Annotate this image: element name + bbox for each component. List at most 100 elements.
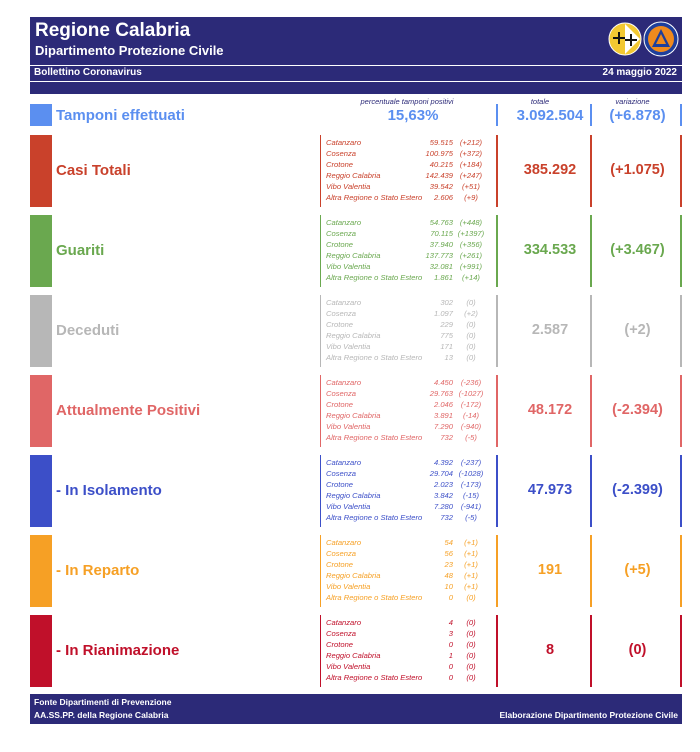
tamponi-divider-3 (680, 104, 682, 126)
province-value: 48 (444, 571, 453, 580)
province-change: (0) (466, 629, 476, 638)
province-value: 1.861 (433, 273, 453, 282)
province-change: (+9) (464, 193, 478, 202)
deceduti-divider-3 (680, 295, 682, 367)
province-name: Cosenza (326, 629, 356, 638)
footer-source-line1: Fonte Dipartimenti di Prevenzione (34, 697, 172, 707)
in-isolamento-divider-2 (590, 455, 592, 527)
province-name: Cosenza (326, 149, 356, 158)
tamponi-color-swatch (30, 104, 52, 126)
guariti-change: (+3.467) (610, 242, 665, 258)
province-name: Cosenza (326, 389, 356, 398)
province-value: 171 (440, 342, 453, 351)
province-name: Crotone (326, 240, 354, 249)
province-value: 10 (444, 582, 453, 591)
in-reparto-divider-0 (320, 535, 321, 607)
guariti-row: Guariti Catanzaro 54.763 (+448) Cosenza 70.11… (30, 215, 682, 287)
attualmente-positivi-total: 48.172 (527, 402, 573, 418)
bulletin-date: 24 maggio 2022 (602, 67, 677, 78)
tamponi-percent: 15,63% (387, 107, 439, 124)
province-value: 13 (444, 353, 453, 362)
in-rianimazione-divider-0 (320, 615, 321, 687)
province-name: Altra Regione o Stato Estero (326, 593, 423, 602)
province-name: Altra Regione o Stato Estero (326, 513, 423, 522)
in-rianimazione-total: 8 (545, 642, 555, 658)
guariti-total: 334.533 (523, 242, 577, 258)
province-name: Altra Regione o Stato Estero (326, 273, 423, 282)
province-name: Catanzaro (326, 458, 362, 467)
department-subtitle: Dipartimento Protezione Civile (35, 43, 224, 58)
province-value: 23 (444, 560, 453, 569)
province-name: Reggio Calabria (326, 491, 381, 500)
province-name: Catanzaro (326, 618, 362, 627)
in-isolamento-row: - In Isolamento Catanzaro 4.392 (-237) Cosen… (30, 455, 682, 527)
province-name: Reggio Calabria (326, 331, 381, 340)
tamponi-divider-2 (590, 104, 592, 126)
province-name: Catanzaro (326, 138, 362, 147)
province-name: Vibo Valentia (326, 342, 371, 351)
province-change: (-5) (465, 433, 477, 442)
province-change: (+1) (464, 560, 478, 569)
province-change: (-941) (460, 502, 482, 511)
province-change: (0) (466, 618, 476, 627)
province-change: (-940) (460, 422, 482, 431)
province-change: (+1397) (457, 229, 485, 238)
province-change: (+1) (464, 538, 478, 547)
province-change: (-1027) (458, 389, 484, 398)
header-banner: Regione Calabria Dipartimento Protezione… (30, 17, 682, 81)
province-name: Crotone (326, 160, 354, 169)
province-name: Vibo Valentia (326, 182, 371, 191)
province-name: Crotone (326, 640, 354, 649)
province-change: (0) (466, 342, 476, 351)
guariti-divider-1 (496, 215, 498, 287)
guariti-divider-3 (680, 215, 682, 287)
attualmente-positivi-divider-3 (680, 375, 682, 447)
deceduti-color-swatch (30, 295, 52, 367)
province-name: Crotone (326, 480, 354, 489)
deceduti-change: (+2) (624, 322, 651, 338)
province-name: Cosenza (326, 549, 356, 558)
province-change: (-14) (462, 411, 480, 420)
province-value: 4 (448, 618, 453, 627)
province-change: (-15) (462, 491, 480, 500)
province-name: Altra Regione o Stato Estero (326, 193, 423, 202)
attualmente-positivi-label: Attualmente Positivi (56, 402, 201, 419)
footer-credit: Elaborazione Dipartimento Protezione Civ… (499, 710, 678, 720)
province-value: 3 (448, 629, 453, 638)
province-change: (+991) (459, 262, 483, 271)
in-isolamento-divider-1 (496, 455, 498, 527)
province-change: (-236) (460, 378, 482, 387)
in-isolamento-divider-3 (680, 455, 682, 527)
province-change: (+261) (459, 251, 483, 260)
province-change: (+372) (459, 149, 483, 158)
province-change: (0) (466, 651, 476, 660)
in-isolamento-label: - In Isolamento (56, 482, 162, 499)
province-value: 142.439 (425, 171, 453, 180)
total-column-header: totale (530, 97, 550, 106)
province-value: 70.115 (430, 229, 453, 238)
province-value: 1 (448, 651, 453, 660)
province-change: (0) (466, 673, 476, 682)
in-rianimazione-divider-1 (496, 615, 498, 687)
province-name: Crotone (326, 320, 354, 329)
province-name: Cosenza (326, 229, 356, 238)
province-value: 1.097 (433, 309, 453, 318)
province-value: 2.046 (433, 400, 453, 409)
province-change: (+184) (459, 160, 483, 169)
casi-totali-divider-2 (590, 135, 592, 207)
change-column-header: variazione (615, 97, 650, 106)
in-reparto-divider-3 (680, 535, 682, 607)
in-rianimazione-divider-3 (680, 615, 682, 687)
deceduti-divider-2 (590, 295, 592, 367)
province-name: Catanzaro (326, 218, 362, 227)
province-name: Catanzaro (326, 298, 362, 307)
province-value: 775 (440, 331, 453, 340)
casi-totali-label: Casi Totali (56, 162, 131, 179)
province-value: 54 (444, 538, 453, 547)
province-change: (+14) (462, 273, 480, 282)
province-name: Altra Regione o Stato Estero (326, 353, 423, 362)
in-reparto-color-swatch (30, 535, 52, 607)
province-value: 4.450 (433, 378, 453, 387)
province-value: 7.280 (433, 502, 453, 511)
province-change: (-172) (460, 400, 482, 409)
